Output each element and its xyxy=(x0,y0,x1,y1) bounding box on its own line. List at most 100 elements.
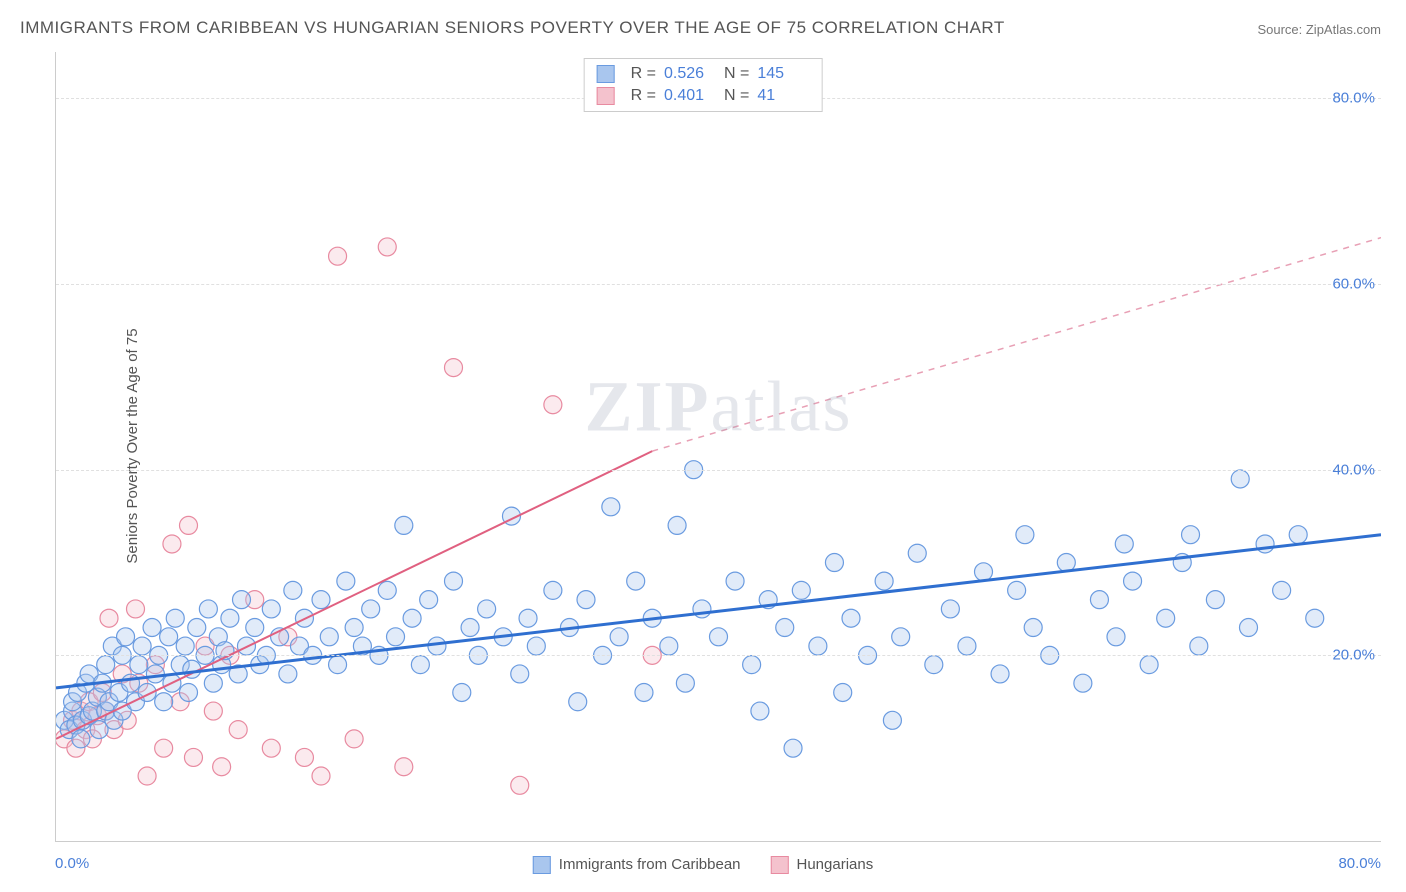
r-value-1: 0.401 xyxy=(664,87,716,105)
data-point xyxy=(776,619,794,637)
data-point xyxy=(130,656,148,674)
gridline xyxy=(56,655,1381,656)
data-point xyxy=(544,396,562,414)
y-tick-label: 80.0% xyxy=(1332,90,1375,107)
data-point xyxy=(337,572,355,590)
data-point xyxy=(1157,609,1175,627)
data-point xyxy=(602,498,620,516)
data-point xyxy=(445,572,463,590)
data-point xyxy=(751,702,769,720)
data-point xyxy=(834,683,852,701)
data-point xyxy=(221,609,239,627)
data-point xyxy=(180,683,198,701)
data-point xyxy=(511,665,529,683)
data-point xyxy=(1240,619,1258,637)
data-point xyxy=(577,591,595,609)
data-point xyxy=(627,572,645,590)
data-point xyxy=(1289,526,1307,544)
chart-title: IMMIGRANTS FROM CARIBBEAN VS HUNGARIAN S… xyxy=(20,18,1005,38)
data-point xyxy=(163,535,181,553)
data-point xyxy=(1115,535,1133,553)
data-point xyxy=(809,637,827,655)
data-point xyxy=(312,767,330,785)
data-point xyxy=(188,619,206,637)
data-point xyxy=(122,674,140,692)
data-point xyxy=(1206,591,1224,609)
data-point xyxy=(1190,637,1208,655)
data-point xyxy=(362,600,380,618)
data-point xyxy=(246,619,264,637)
data-point xyxy=(312,591,330,609)
data-point xyxy=(403,609,421,627)
data-point xyxy=(72,730,90,748)
data-point xyxy=(1024,619,1042,637)
r-value-0: 0.526 xyxy=(664,65,716,83)
data-point xyxy=(825,554,843,572)
data-point xyxy=(908,544,926,562)
data-point xyxy=(411,656,429,674)
data-point xyxy=(204,674,222,692)
data-point xyxy=(610,628,628,646)
data-point xyxy=(792,581,810,599)
plot-area: ZIPatlas 20.0%40.0%60.0%80.0% xyxy=(55,52,1381,842)
data-point xyxy=(784,739,802,757)
data-point xyxy=(842,609,860,627)
data-point xyxy=(387,628,405,646)
data-point xyxy=(1231,470,1249,488)
trend-line xyxy=(652,238,1381,451)
correlation-legend: R = 0.526 N = 145 R = 0.401 N = 41 xyxy=(584,58,823,112)
x-axis-max-label: 80.0% xyxy=(1338,855,1381,872)
data-point xyxy=(378,581,396,599)
r-label: R = xyxy=(631,87,656,105)
data-point xyxy=(262,600,280,618)
data-point xyxy=(445,359,463,377)
data-point xyxy=(420,591,438,609)
data-point xyxy=(428,637,446,655)
n-label: N = xyxy=(724,87,749,105)
swatch-series-1 xyxy=(597,87,615,105)
data-point xyxy=(395,516,413,534)
data-point xyxy=(155,693,173,711)
data-point xyxy=(166,609,184,627)
data-point xyxy=(958,637,976,655)
data-point xyxy=(883,711,901,729)
data-point xyxy=(180,516,198,534)
data-point xyxy=(133,637,151,655)
data-point xyxy=(1074,674,1092,692)
n-value-0: 145 xyxy=(757,65,809,83)
data-point xyxy=(204,702,222,720)
data-point xyxy=(519,609,537,627)
data-point xyxy=(1008,581,1026,599)
data-point xyxy=(668,516,686,534)
y-tick-label: 20.0% xyxy=(1332,647,1375,664)
data-point xyxy=(461,619,479,637)
data-point xyxy=(329,656,347,674)
data-point xyxy=(345,730,363,748)
data-point xyxy=(1124,572,1142,590)
data-point xyxy=(710,628,728,646)
data-point xyxy=(941,600,959,618)
gridline xyxy=(56,284,1381,285)
chart-svg xyxy=(56,52,1381,841)
legend-label-1: Hungarians xyxy=(797,856,874,873)
data-point xyxy=(262,739,280,757)
n-label: N = xyxy=(724,65,749,83)
y-tick-label: 40.0% xyxy=(1332,461,1375,478)
data-point xyxy=(1273,581,1291,599)
n-value-1: 41 xyxy=(757,87,809,105)
data-point xyxy=(676,674,694,692)
data-point xyxy=(199,600,217,618)
y-tick-label: 60.0% xyxy=(1332,276,1375,293)
data-point xyxy=(117,628,135,646)
data-point xyxy=(1306,609,1324,627)
data-point xyxy=(146,665,164,683)
legend-swatch-0 xyxy=(533,856,551,874)
data-point xyxy=(127,600,145,618)
data-point xyxy=(345,619,363,637)
data-point xyxy=(155,739,173,757)
data-point xyxy=(213,758,231,776)
r-label: R = xyxy=(631,65,656,83)
data-point xyxy=(975,563,993,581)
trend-line xyxy=(56,451,652,739)
legend-item-0: Immigrants from Caribbean xyxy=(533,856,741,874)
